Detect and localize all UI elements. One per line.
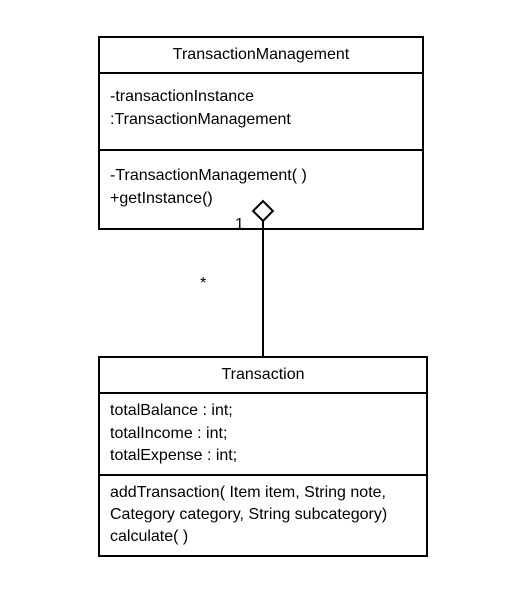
operation-line: calculate( ): [110, 526, 416, 548]
class-title: Transaction: [100, 358, 426, 394]
association-line: [262, 221, 264, 356]
attribute-line: totalIncome : int;: [110, 423, 416, 445]
operation-line: -TransactionManagement( ): [110, 165, 412, 187]
multiplicity-top: 1: [235, 216, 244, 234]
class-operations: addTransaction( Item item, String note, …: [100, 476, 426, 555]
class-attributes: totalBalance : int; totalIncome : int; t…: [100, 394, 426, 475]
attribute-line: -transactionInstance :TransactionManagem…: [110, 86, 412, 131]
attribute-line: totalBalance : int;: [110, 400, 416, 422]
multiplicity-bottom: *: [200, 275, 206, 293]
attribute-line: totalExpense : int;: [110, 445, 416, 467]
class-title: TransactionManagement: [100, 38, 422, 74]
class-attributes: -transactionInstance :TransactionManagem…: [100, 74, 422, 151]
operation-line: Category category, String subcategory): [110, 504, 416, 526]
operation-line: addTransaction( Item item, String note,: [110, 482, 416, 504]
class-transaction: Transaction totalBalance : int; totalInc…: [98, 356, 428, 557]
